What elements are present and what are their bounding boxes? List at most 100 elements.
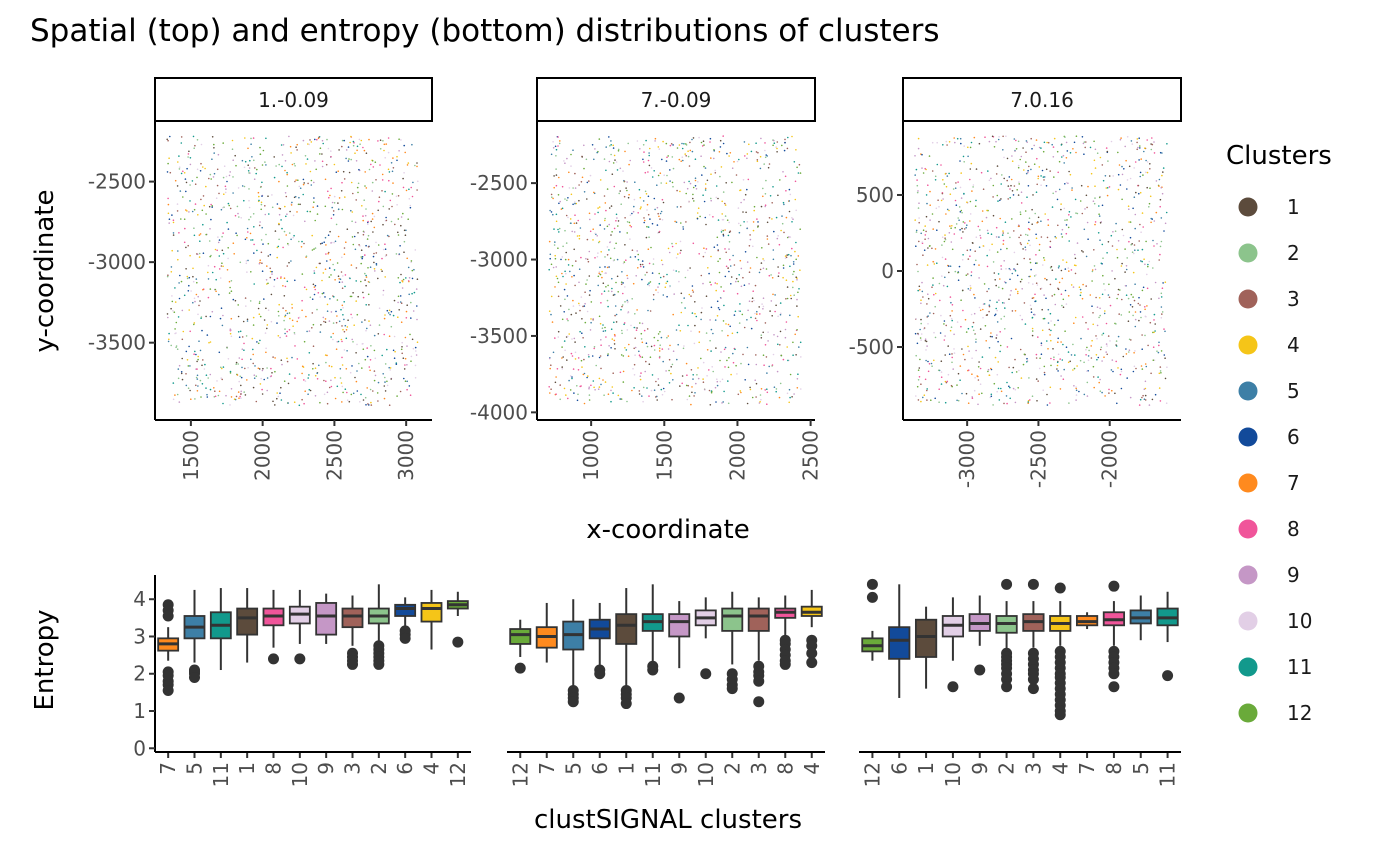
spatial-point	[1127, 297, 1130, 300]
spatial-point	[955, 204, 958, 206]
spatial-point	[579, 309, 581, 312]
spatial-point	[751, 300, 753, 303]
spatial-point	[982, 188, 985, 190]
spatial-point	[349, 371, 352, 374]
legend-key-12	[1238, 703, 1258, 723]
spatial-point	[603, 158, 606, 160]
spatial-point	[225, 188, 227, 190]
spatial-point	[945, 324, 947, 327]
spatial-point	[919, 289, 921, 291]
spatial-point	[932, 284, 934, 286]
spatial-point	[407, 280, 410, 282]
spatial-point	[1119, 373, 1122, 376]
spatial-point	[657, 333, 660, 335]
spatial-point	[710, 283, 712, 286]
spatial-point	[690, 403, 692, 406]
spatial-point	[641, 395, 643, 397]
spatial-point	[795, 149, 797, 151]
spatial-point	[303, 379, 305, 381]
spatial-point	[269, 253, 272, 256]
spatial-point	[269, 276, 272, 279]
spatial-point	[1105, 147, 1108, 149]
spatial-point	[683, 181, 686, 184]
spatial-point	[252, 324, 255, 326]
spatial-point	[596, 151, 598, 154]
spatial-point	[962, 155, 965, 158]
spatial-point	[305, 255, 308, 257]
spatial-point	[656, 206, 659, 209]
spatial-point	[382, 294, 385, 296]
spatial-point	[1068, 211, 1071, 213]
spatial-point	[730, 283, 732, 285]
spatial-point	[557, 336, 560, 338]
spatial-point	[747, 178, 750, 181]
spatial-point	[691, 285, 694, 287]
spatial-point	[691, 138, 693, 141]
spatial-point	[1020, 243, 1022, 246]
spatial-point	[610, 400, 612, 403]
spatial-point	[378, 200, 380, 203]
spatial-point	[1102, 179, 1105, 182]
spatial-point	[1125, 353, 1128, 355]
spatial-point	[658, 356, 661, 359]
spatial-point	[1148, 260, 1151, 263]
spatial-point	[201, 329, 203, 332]
spatial-point	[1050, 357, 1052, 360]
spatial-point	[727, 334, 729, 337]
spatial-point	[239, 375, 241, 378]
spatial-point	[327, 190, 329, 193]
spatial-point	[563, 340, 566, 342]
spatial-point	[775, 390, 777, 393]
spatial-point	[797, 373, 799, 376]
spatial-point	[375, 264, 378, 266]
spatial-point	[927, 360, 929, 363]
spatial-point	[747, 309, 749, 312]
box-cluster-6	[888, 584, 911, 698]
spatial-point	[615, 313, 618, 316]
spatial-point	[575, 222, 578, 224]
spatial-point	[743, 198, 745, 201]
spatial-point	[746, 157, 748, 160]
spatial-point	[723, 290, 725, 292]
spatial-point	[269, 375, 272, 378]
spatial-point	[1075, 399, 1077, 401]
spatial-point	[1132, 314, 1134, 317]
spatial-point	[924, 238, 926, 240]
spatial-point	[220, 366, 222, 369]
spatial-point	[1108, 388, 1110, 391]
spatial-point	[597, 207, 599, 209]
spatial-point	[653, 389, 656, 392]
spatial-point	[1142, 226, 1144, 228]
spatial-point	[323, 393, 326, 396]
spatial-point	[314, 160, 316, 162]
spatial-point	[206, 334, 209, 336]
spatial-point	[561, 346, 563, 348]
spatial-point	[729, 265, 732, 267]
spatial-point	[303, 242, 305, 245]
spatial-point	[1127, 205, 1130, 207]
outlier-point	[1001, 578, 1013, 590]
spatial-point	[258, 302, 261, 305]
spatial-point	[321, 165, 324, 168]
spatial-point	[183, 172, 186, 174]
spatial-point	[1062, 378, 1065, 381]
spatial-point	[1102, 274, 1104, 277]
spatial-point	[411, 195, 414, 198]
y-tick-label: 500	[856, 183, 894, 207]
spatial-point	[571, 355, 574, 357]
spatial-point	[1003, 315, 1006, 318]
spatial-point	[1063, 368, 1065, 371]
spatial-point	[240, 397, 242, 399]
outlier-point	[647, 664, 659, 676]
spatial-point	[927, 370, 930, 373]
spatial-point	[364, 279, 366, 281]
spatial-point	[927, 323, 929, 325]
spatial-point	[264, 205, 266, 207]
spatial-point	[286, 265, 289, 267]
spatial-point	[930, 362, 933, 365]
spatial-point	[953, 137, 955, 139]
spatial-point	[1046, 340, 1048, 342]
spatial-point	[728, 231, 731, 233]
spatial-point	[666, 174, 668, 177]
spatial-point	[334, 397, 337, 400]
